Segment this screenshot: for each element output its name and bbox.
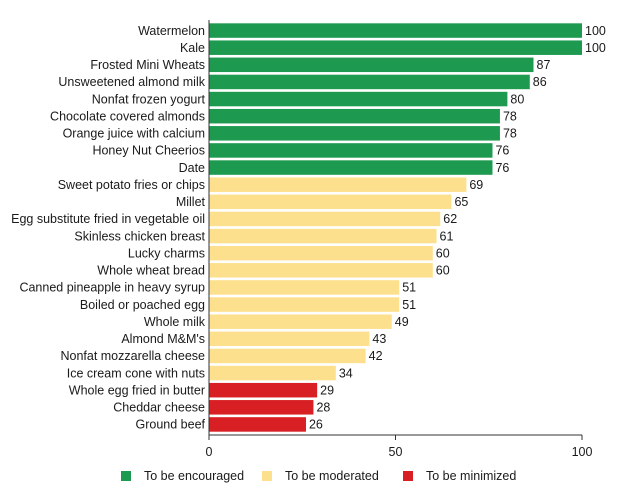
value-label: 65 — [454, 195, 468, 209]
category-labels-group: Watermelon Kale Frosted Mini Wheats Unsweet… — [11, 24, 206, 432]
legend-label: To be moderated — [285, 469, 379, 483]
category-label: Whole milk — [144, 315, 206, 329]
category-label: Nonfat mozzarella cheese — [60, 349, 205, 363]
value-label: 43 — [372, 332, 386, 346]
bar-21 — [209, 382, 318, 398]
category-label: Cheddar cheese — [113, 401, 205, 415]
category-label: Chocolate covered almonds — [50, 109, 205, 123]
category-label: Boiled or poached egg — [80, 298, 205, 312]
value-label: 87 — [537, 58, 551, 72]
category-label: Honey Nut Cheerios — [92, 144, 205, 158]
category-label: Kale — [180, 41, 205, 55]
value-label: 86 — [533, 75, 547, 89]
value-label: 62 — [443, 212, 457, 226]
bar-10 — [209, 194, 452, 210]
value-label: 51 — [402, 298, 416, 312]
value-label: 78 — [503, 109, 517, 123]
bar-20 — [209, 365, 336, 381]
category-label: Lucky charms — [128, 246, 205, 260]
category-label: Skinless chicken breast — [74, 229, 205, 243]
legend-item-minimized: To be minimized — [403, 469, 516, 483]
category-label: Frosted Mini Wheats — [90, 58, 205, 72]
bars-group — [209, 23, 582, 432]
category-label: Almond M&M's — [121, 332, 205, 346]
bar-17 — [209, 314, 392, 329]
bar-7 — [209, 143, 493, 158]
value-label: 60 — [436, 264, 450, 278]
bar-19 — [209, 348, 366, 364]
bar-11 — [209, 211, 441, 227]
bar-14 — [209, 263, 433, 278]
value-label: 26 — [309, 418, 323, 432]
legend-item-moderated: To be moderated — [262, 469, 379, 483]
bar-6 — [209, 126, 500, 141]
category-label: Ice cream cone with nuts — [67, 366, 205, 380]
bar-12 — [209, 228, 437, 244]
bar-23 — [209, 417, 306, 432]
legend-label: To be minimized — [426, 469, 517, 483]
bar-2 — [209, 57, 534, 73]
value-label: 60 — [436, 246, 450, 260]
legend-label: To be encouraged — [144, 469, 245, 483]
value-label: 80 — [510, 92, 524, 106]
bar-9 — [209, 177, 467, 192]
bar-4 — [209, 91, 508, 107]
value-label: 29 — [320, 383, 334, 397]
bar-0 — [209, 23, 582, 38]
x-tick-label: 100 — [572, 445, 593, 459]
x-tick-label: 0 — [206, 445, 213, 459]
legend-swatch — [262, 471, 272, 481]
category-label: Date — [179, 161, 205, 175]
bar-1 — [209, 40, 582, 55]
category-label: Whole egg fried in butter — [69, 383, 205, 397]
legend-item-encouraged: To be encouraged — [121, 469, 244, 483]
bar-18 — [209, 331, 370, 347]
value-label: 69 — [469, 178, 483, 192]
category-label: Millet — [176, 195, 206, 209]
value-label: 76 — [495, 161, 509, 175]
legend-swatch — [403, 471, 413, 481]
x-tick-label: 50 — [389, 445, 403, 459]
value-label: 61 — [440, 229, 454, 243]
bar-3 — [209, 74, 530, 90]
value-label: 28 — [316, 401, 330, 415]
category-label: Egg substitute fried in vegetable oil — [11, 212, 205, 226]
category-label: Sweet potato fries or chips — [58, 178, 205, 192]
bar-22 — [209, 400, 314, 415]
bar-5 — [209, 108, 500, 124]
category-label: Whole wheat bread — [97, 264, 205, 278]
value-label: 78 — [503, 127, 517, 141]
value-label: 100 — [585, 24, 606, 38]
bar-13 — [209, 245, 433, 261]
value-label: 76 — [495, 144, 509, 158]
category-label: Canned pineapple in heavy syrup — [19, 281, 205, 295]
category-label: Orange juice with calcium — [63, 127, 205, 141]
bar-16 — [209, 297, 400, 312]
category-label: Nonfat frozen yogurt — [92, 92, 206, 106]
bar-15 — [209, 280, 400, 295]
value-label: 51 — [402, 281, 416, 295]
category-label: Ground beef — [136, 418, 206, 432]
legend-swatch — [121, 471, 131, 481]
value-label: 100 — [585, 41, 606, 55]
category-label: Watermelon — [138, 24, 205, 38]
value-label: 49 — [395, 315, 409, 329]
category-label: Unsweetened almond milk — [58, 75, 205, 89]
value-label: 34 — [339, 366, 353, 380]
x-axis: 0 50 100 — [206, 20, 593, 459]
value-label: 42 — [369, 349, 383, 363]
legend: To be encouraged To be moderated To be min… — [0, 469, 624, 489]
bar-8 — [209, 160, 493, 175]
